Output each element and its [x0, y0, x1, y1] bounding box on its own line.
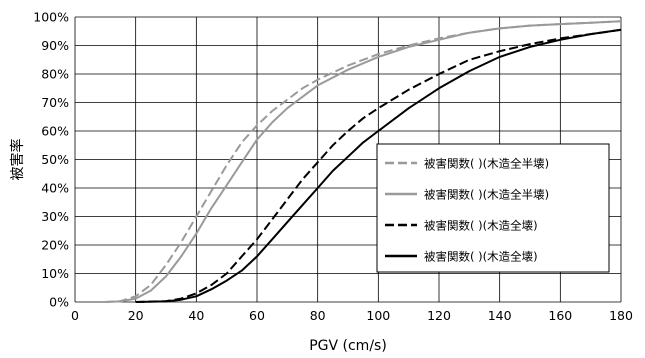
y-tick-label: 70% — [41, 95, 69, 110]
y-tick-label: 0% — [49, 295, 69, 310]
legend-label-1: 被害関数( )(木造全半壊) — [424, 157, 549, 171]
legend-box — [376, 143, 610, 273]
y-tick-label: 30% — [41, 209, 69, 224]
x-tick-label: 120 — [427, 308, 451, 323]
series-line-2 — [105, 20, 622, 303]
x-tick-label: 180 — [609, 308, 633, 323]
x-tick-label: 40 — [188, 308, 204, 323]
series-line-4 — [135, 28, 622, 303]
legend-label-4: 被害関数( )(木造全壊) — [424, 250, 538, 264]
y-axis-title: 被害率 — [9, 139, 26, 181]
legend: 被害関数( )(木造全半壊) 被害関数( )(木造全半壊) 被害関数( )(木造全壊… — [376, 143, 610, 273]
x-tick-label: 0 — [71, 308, 79, 323]
y-tick-label: 20% — [41, 238, 69, 253]
legend-label-3: 被害関数( )(木造全壊) — [424, 219, 538, 233]
y-tick-label: 60% — [41, 124, 69, 139]
y-tick-label: 80% — [41, 67, 69, 82]
x-axis-title: PGV (cm/s) — [309, 338, 387, 354]
x-tick-label: 100 — [366, 308, 390, 323]
x-tick-label: 60 — [249, 308, 265, 323]
y-tick-label: 100% — [33, 10, 69, 25]
y-tick-label: 50% — [41, 152, 69, 167]
x-tick-label: 140 — [488, 308, 512, 323]
x-tick-label: 160 — [548, 308, 572, 323]
series-layer — [105, 20, 622, 303]
y-tick-label: 40% — [41, 181, 69, 196]
series-line-3 — [135, 28, 622, 303]
x-tick-label: 20 — [128, 308, 144, 323]
legend-label-2: 被害関数( )(木造全半壊) — [424, 188, 549, 202]
y-tick-label: 90% — [41, 38, 69, 53]
y-tick-label: 10% — [41, 266, 69, 281]
x-tick-label: 80 — [310, 308, 326, 323]
axis-labels: 0 20 40 60 80 100 120 140 160 180 0% 10% 20% 30% 40% 50… — [9, 10, 633, 355]
